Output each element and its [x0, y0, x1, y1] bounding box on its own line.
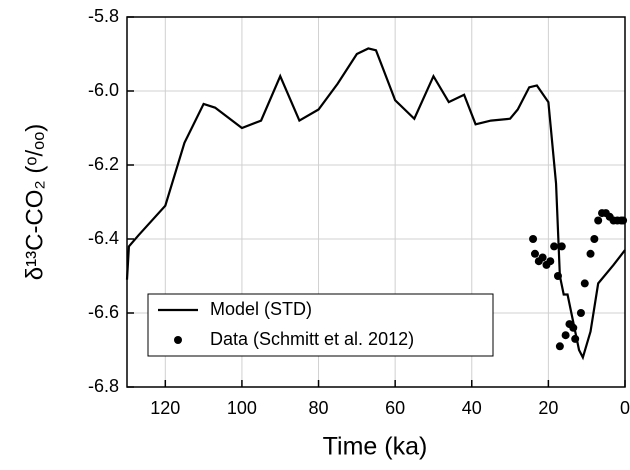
data-point [594, 216, 603, 225]
legend-marker [174, 336, 182, 344]
x-tick-label: 60 [385, 398, 405, 418]
x-axis-label: Time (ka) [323, 433, 428, 461]
data-point [569, 323, 578, 332]
plot-frame [126, 16, 626, 388]
x-tick-label: 20 [538, 398, 558, 418]
legend-label: Model (STD) [210, 299, 312, 319]
y-tick-label: -6.0 [88, 80, 119, 100]
model-line [125, 47, 626, 361]
data-point [590, 235, 599, 243]
x-tick-label: 0 [620, 398, 630, 418]
y-tick-label: -6.4 [88, 228, 119, 248]
data-point [571, 334, 580, 343]
legend-box [147, 293, 494, 357]
y-axis-label: δ¹³C-CO₂ (ᵒ/ₒₒ) [21, 124, 48, 280]
data-point [555, 342, 564, 351]
x-tick-label: 40 [462, 398, 482, 418]
data-point [529, 235, 538, 243]
x-tick-label: 100 [227, 398, 257, 418]
data-point [550, 242, 559, 251]
data-point [561, 331, 570, 340]
y-tick-label: -6.8 [88, 376, 119, 396]
data-point [546, 257, 555, 266]
y-tick-label: -6.6 [88, 302, 119, 322]
data-point [553, 272, 562, 280]
x-tick-label: 120 [150, 398, 180, 418]
data-point [557, 242, 566, 251]
legend-label: Data (Schmitt et al. 2012) [210, 329, 414, 349]
data-point [586, 249, 595, 258]
data-point [538, 253, 547, 262]
x-tick-label: 80 [309, 398, 329, 418]
data-point [580, 279, 589, 288]
y-tick-label: -5.8 [88, 6, 119, 26]
data-point [619, 216, 628, 225]
y-tick-label: -6.2 [88, 154, 119, 174]
data-point [576, 309, 585, 317]
data-point [530, 249, 539, 258]
